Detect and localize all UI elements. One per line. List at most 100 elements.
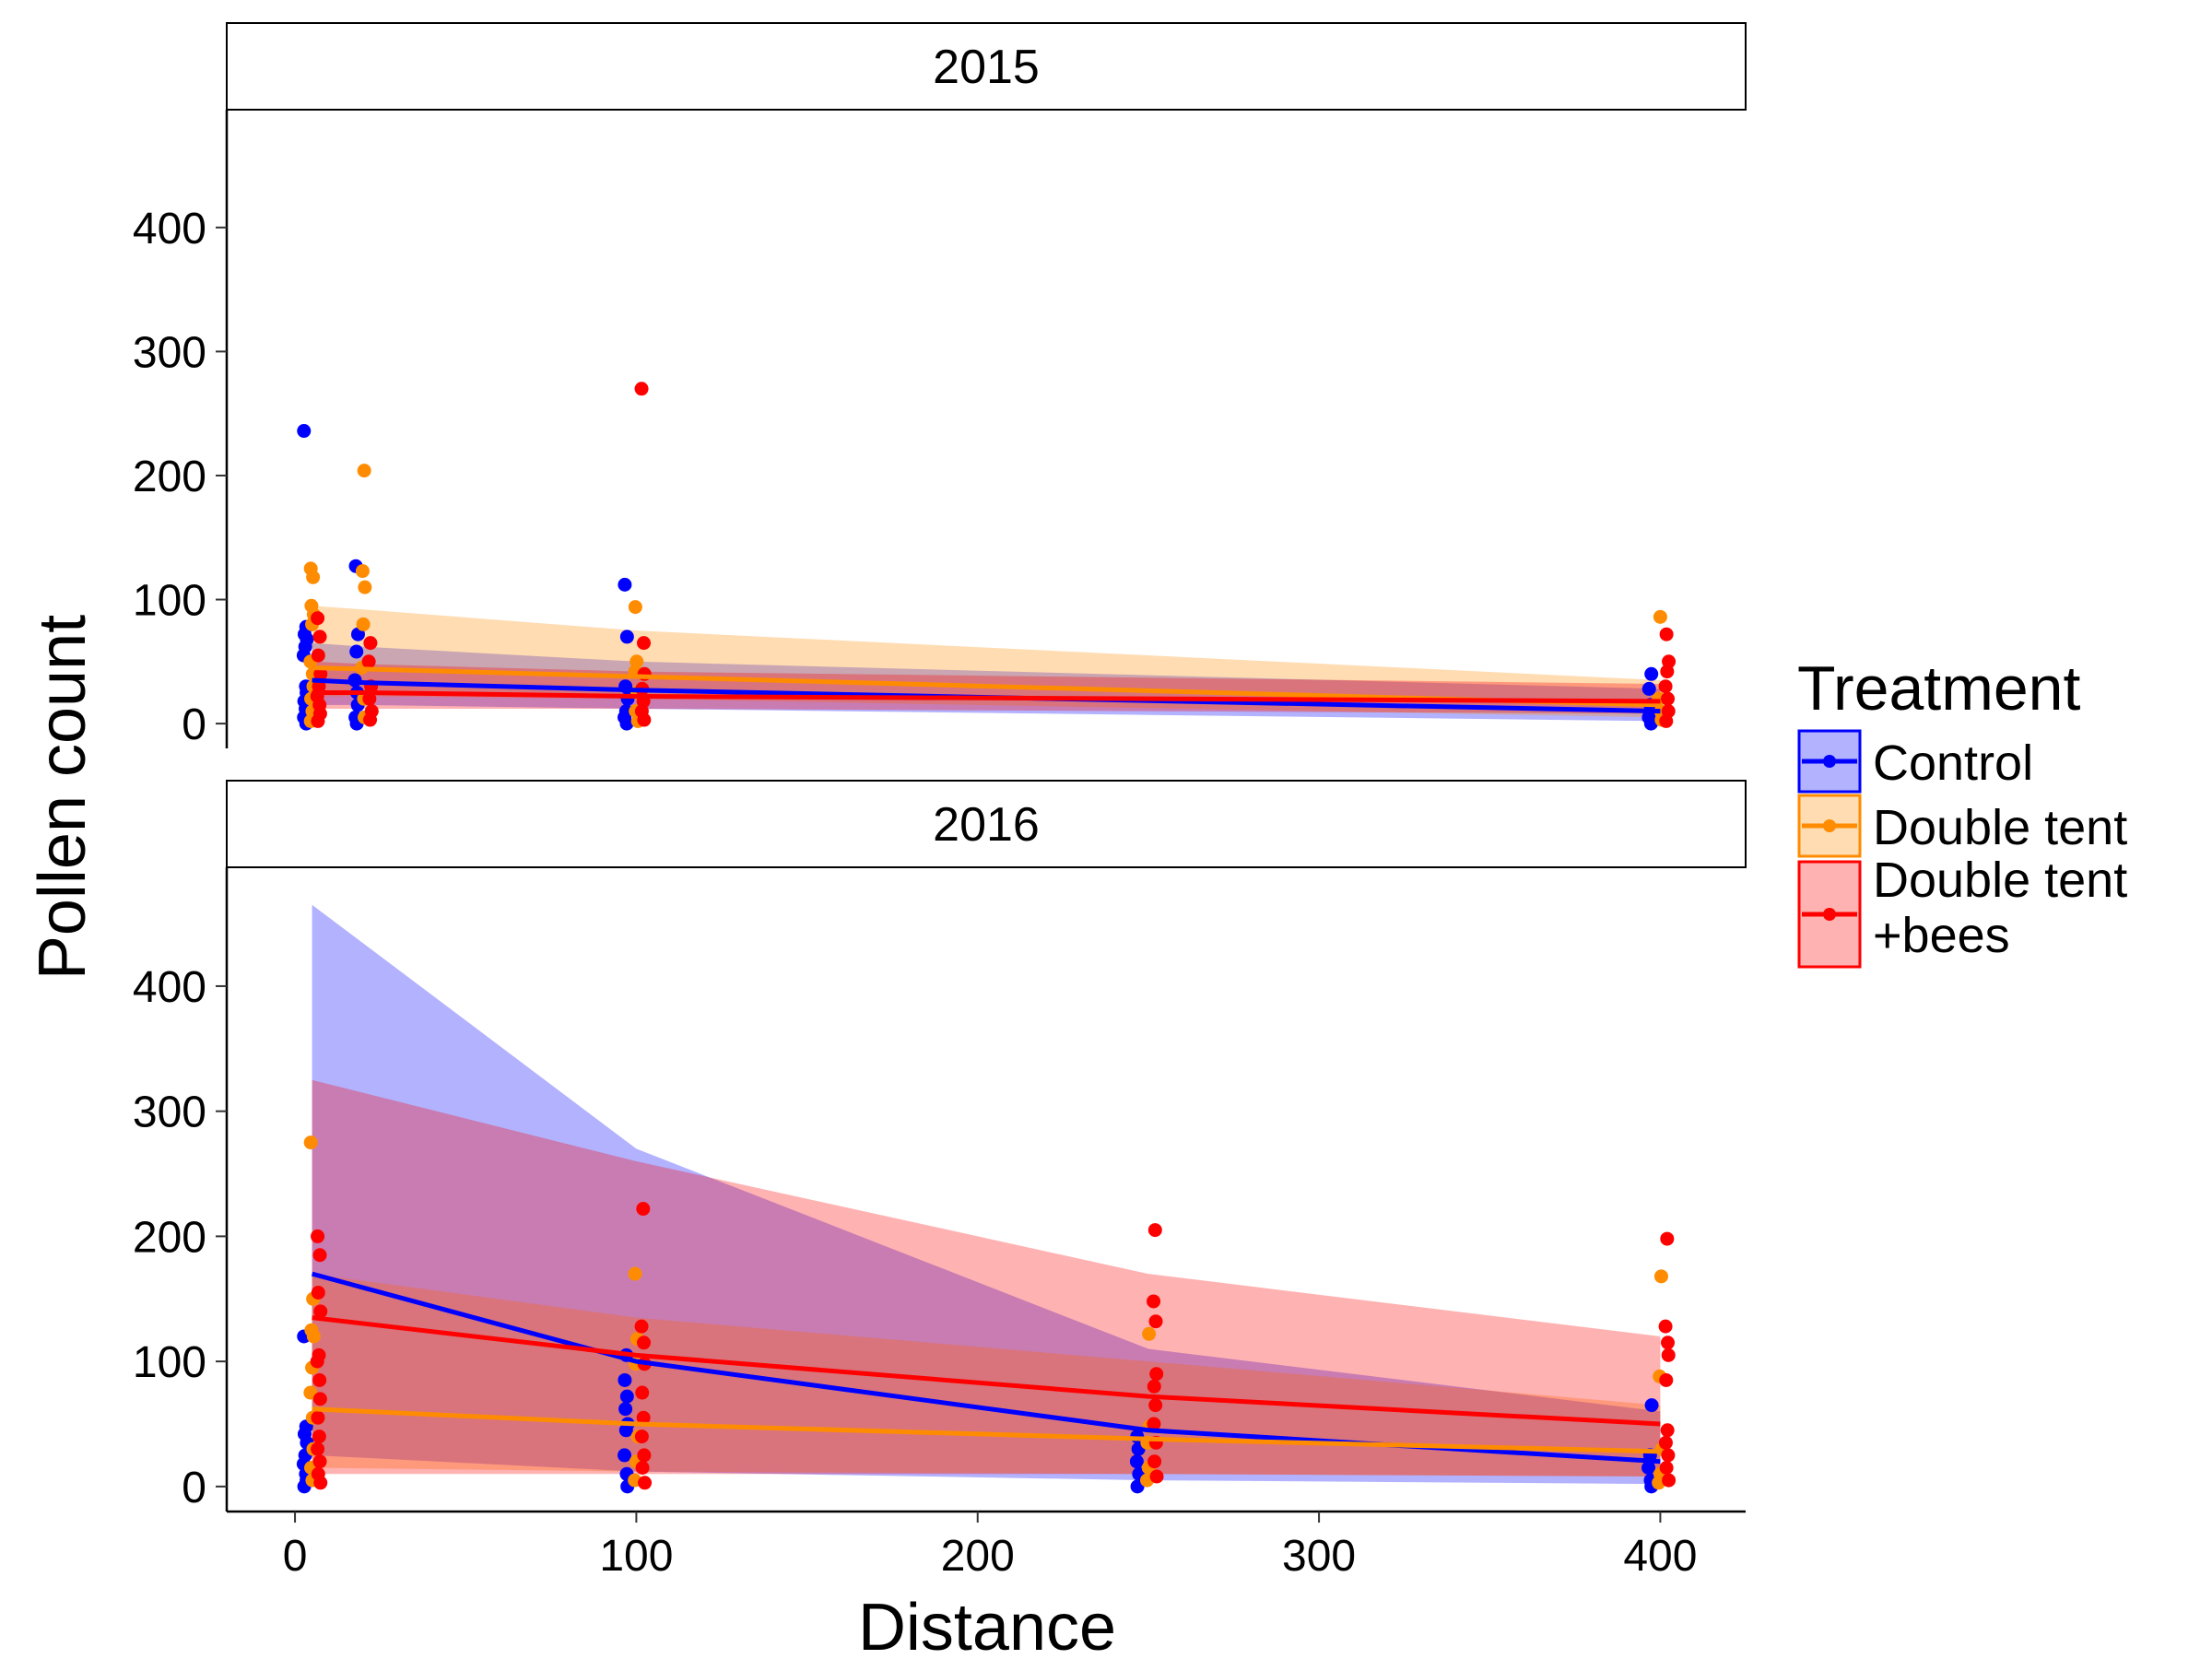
x-tick-label: 400 xyxy=(1623,1532,1697,1581)
data-point-control xyxy=(618,1372,632,1387)
y-axis-title: Pollen count xyxy=(26,615,100,980)
data-point-control xyxy=(1644,666,1659,681)
data-point-double_tent_bees xyxy=(1148,1314,1163,1329)
data-point-double_tent xyxy=(357,464,371,478)
data-point-double_tent_bees xyxy=(1661,1448,1676,1463)
y-tick-label: 400 xyxy=(133,205,206,253)
data-point-double_tent_bees xyxy=(1661,1347,1676,1362)
data-point-double_tent_bees xyxy=(634,1319,649,1334)
data-point-double_tent_bees xyxy=(1147,1294,1161,1309)
x-tick-label: 100 xyxy=(599,1532,673,1581)
data-point-double_tent_bees xyxy=(313,1304,328,1319)
x-tick-label: 200 xyxy=(941,1532,1015,1581)
y-tick-label: 300 xyxy=(133,1088,206,1137)
legend-key-point xyxy=(1823,819,1836,832)
x-tick-label: 300 xyxy=(1282,1532,1356,1581)
data-point-double_tent_bees xyxy=(311,1285,325,1300)
data-point-double_tent_bees xyxy=(1660,1231,1675,1246)
fit-line-double_tent xyxy=(312,665,1661,708)
legend-item-control: Control xyxy=(1797,729,2033,794)
legend-item-double_tent: Double tent xyxy=(1797,794,2127,858)
y-tick-label: 200 xyxy=(133,1213,206,1262)
data-point-double_tent_bees xyxy=(1147,1223,1162,1238)
data-point-double_tent_bees xyxy=(636,1202,651,1217)
data-point-double_tent_bees xyxy=(1660,665,1675,679)
strip-box xyxy=(226,780,1747,868)
data-point-double_tent_bees xyxy=(636,1410,651,1425)
data-point-control xyxy=(1129,1454,1144,1469)
y-tick-label: 300 xyxy=(133,328,206,377)
data-point-double_tent_bees xyxy=(1661,1335,1676,1350)
data-point-double_tent_bees xyxy=(363,712,378,727)
legend-key-point xyxy=(1823,908,1836,921)
data-point-double_tent_bees xyxy=(312,1392,327,1406)
data-point-double_tent_bees xyxy=(362,691,377,706)
data-point-control xyxy=(618,1448,632,1463)
data-point-control xyxy=(297,424,312,439)
data-point-control xyxy=(349,644,364,659)
data-point-control xyxy=(619,716,634,731)
legend-key-point xyxy=(1823,755,1836,768)
data-point-double_tent_bees xyxy=(1147,1454,1162,1469)
data-point-double_tent_bees xyxy=(312,1372,327,1387)
data-point-double_tent xyxy=(303,1135,318,1150)
data-point-control xyxy=(1644,1398,1659,1413)
data-point-double_tent_bees xyxy=(311,1229,325,1243)
data-point-double_tent xyxy=(628,600,642,615)
data-point-double_tent_bees xyxy=(1659,713,1674,728)
data-point-double_tent_bees xyxy=(311,713,325,728)
data-point-double_tent xyxy=(1142,1326,1157,1341)
data-point-double_tent xyxy=(355,564,370,579)
data-point-control xyxy=(1641,681,1656,696)
data-point-double_tent_bees xyxy=(312,1248,327,1263)
data-point-double_tent_bees xyxy=(1662,1473,1677,1488)
data-point-double_tent xyxy=(306,570,321,584)
legend-label: Double tent xyxy=(1873,853,2127,908)
data-point-double_tent_bees xyxy=(635,1385,650,1400)
data-point-double_tent_bees xyxy=(637,636,652,651)
data-point-double_tent_bees xyxy=(311,1410,325,1425)
data-point-double_tent_bees xyxy=(361,654,376,669)
data-point-double_tent_bees xyxy=(311,611,325,626)
x-axis-title: Distance xyxy=(858,1591,1116,1659)
legend-label: Control xyxy=(1873,735,2033,791)
y-tick-label: 100 xyxy=(133,577,206,626)
legend-title: Treatment xyxy=(1797,653,2080,724)
y-tick-label: 0 xyxy=(182,700,206,749)
data-point-double_tent_bees xyxy=(638,1476,653,1490)
legend-label: +bees xyxy=(1873,908,2010,963)
data-point-control xyxy=(619,1389,634,1404)
data-point-double_tent_bees xyxy=(637,1448,652,1463)
data-point-double_tent_bees xyxy=(1658,679,1673,694)
data-point-double_tent_bees xyxy=(635,1460,650,1475)
data-point-control xyxy=(618,577,632,592)
data-point-double_tent_bees xyxy=(1659,1460,1674,1475)
data-point-double_tent xyxy=(306,1329,321,1344)
legend-label: Double tent xyxy=(1873,800,2127,855)
data-point-double_tent_bees xyxy=(634,382,649,396)
data-point-double_tent_bees xyxy=(313,1476,328,1490)
strip-label: 2016 xyxy=(933,798,1040,852)
data-point-double_tent_bees xyxy=(1660,1423,1675,1438)
data-point-double_tent_bees xyxy=(1149,1469,1164,1484)
fit-line-double_tent_bees xyxy=(312,1315,1661,1427)
data-point-double_tent_bees xyxy=(313,666,328,681)
data-point-double_tent_bees xyxy=(312,629,327,644)
data-point-double_tent_bees xyxy=(1658,1319,1673,1334)
y-tick-label: 0 xyxy=(182,1464,206,1512)
data-point-control xyxy=(1641,1460,1656,1475)
data-point-control xyxy=(1643,716,1658,731)
data-point-control xyxy=(618,1423,633,1438)
y-tick-label: 200 xyxy=(133,453,206,501)
data-point-double_tent_bees xyxy=(637,712,652,727)
data-point-double_tent_bees xyxy=(312,1430,326,1444)
legend-item-double_tent_bees: Double tent+bees xyxy=(1797,853,2127,969)
fit-line-double_tent xyxy=(312,1406,1661,1454)
data-point-control xyxy=(618,1402,633,1417)
data-point-double_tent_bees xyxy=(311,1441,325,1456)
data-point-double_tent_bees xyxy=(1147,1379,1161,1394)
data-point-double_tent_bees xyxy=(1148,1398,1163,1413)
data-point-double_tent_bees xyxy=(1659,1372,1674,1387)
